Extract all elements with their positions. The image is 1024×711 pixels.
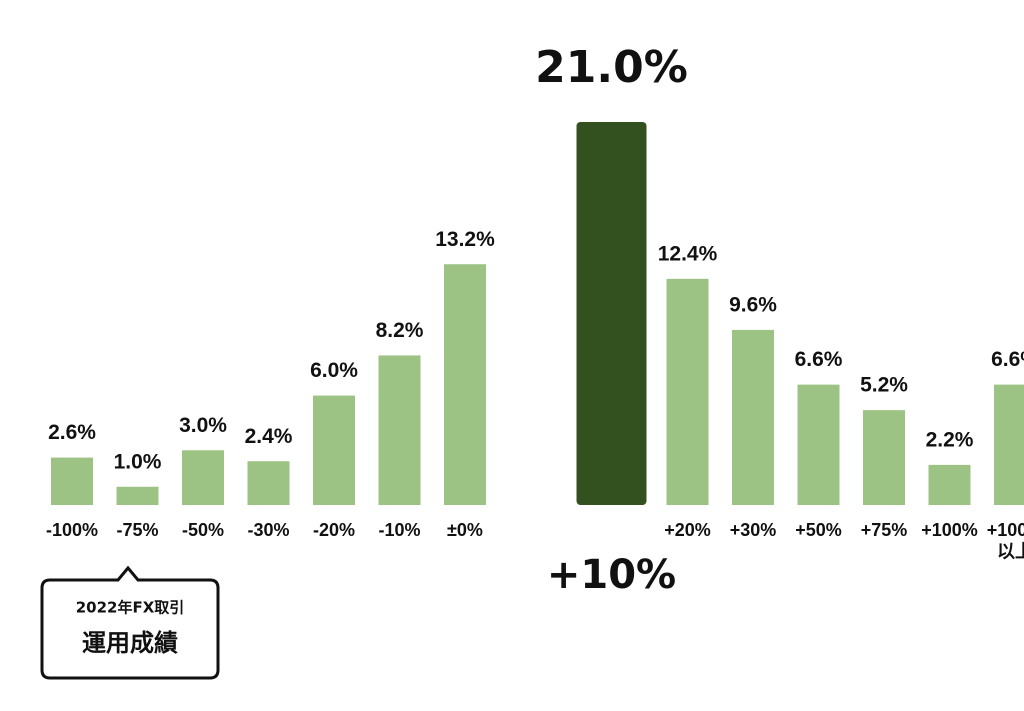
bar bbox=[313, 395, 355, 505]
bar bbox=[732, 329, 774, 505]
category-label: +75% bbox=[861, 520, 908, 540]
category-label: -10% bbox=[378, 520, 420, 540]
bar bbox=[928, 464, 971, 505]
value-label: 6.0% bbox=[310, 359, 358, 382]
bar bbox=[994, 384, 1024, 505]
value-label: 9.6% bbox=[729, 293, 777, 316]
value-label: 2.6% bbox=[48, 421, 96, 444]
value-label: 12.4% bbox=[658, 242, 718, 265]
value-label: 2.4% bbox=[245, 425, 293, 448]
value-label: 2.2% bbox=[926, 428, 974, 451]
category-label: ±0% bbox=[447, 520, 483, 540]
bar bbox=[51, 457, 93, 505]
value-label: 8.2% bbox=[376, 319, 424, 342]
value-label: 6.6% bbox=[991, 348, 1024, 371]
bar bbox=[378, 355, 421, 505]
category-label: +10% bbox=[547, 552, 676, 598]
category-label: +100%以上 bbox=[987, 520, 1024, 562]
category-label: -20% bbox=[313, 520, 355, 540]
category-label: +50% bbox=[795, 520, 842, 540]
value-label: 6.6% bbox=[795, 348, 843, 371]
value-label: 13.2% bbox=[435, 228, 495, 251]
bar bbox=[247, 461, 290, 505]
category-label: -100% bbox=[46, 520, 98, 540]
bar bbox=[863, 410, 905, 505]
category-label: +30% bbox=[730, 520, 777, 540]
category-label: -75% bbox=[116, 520, 158, 540]
value-label: 5.2% bbox=[860, 374, 908, 397]
value-label: 21.0% bbox=[535, 42, 688, 93]
category-label: +100% bbox=[921, 520, 978, 540]
subtitle: 2022年FX取引 bbox=[76, 599, 185, 617]
value-label: 3.0% bbox=[179, 414, 227, 437]
bar bbox=[182, 450, 224, 505]
bar bbox=[576, 121, 647, 506]
title: 運用成績 bbox=[82, 629, 178, 657]
category-label: +20% bbox=[664, 520, 711, 540]
category-label: -30% bbox=[247, 520, 289, 540]
value-label: 1.0% bbox=[114, 450, 162, 473]
note-box bbox=[40, 565, 220, 680]
bar bbox=[797, 384, 840, 505]
category-label: -50% bbox=[182, 520, 224, 540]
bar bbox=[666, 278, 709, 505]
bar bbox=[116, 486, 159, 505]
bar bbox=[444, 264, 486, 505]
